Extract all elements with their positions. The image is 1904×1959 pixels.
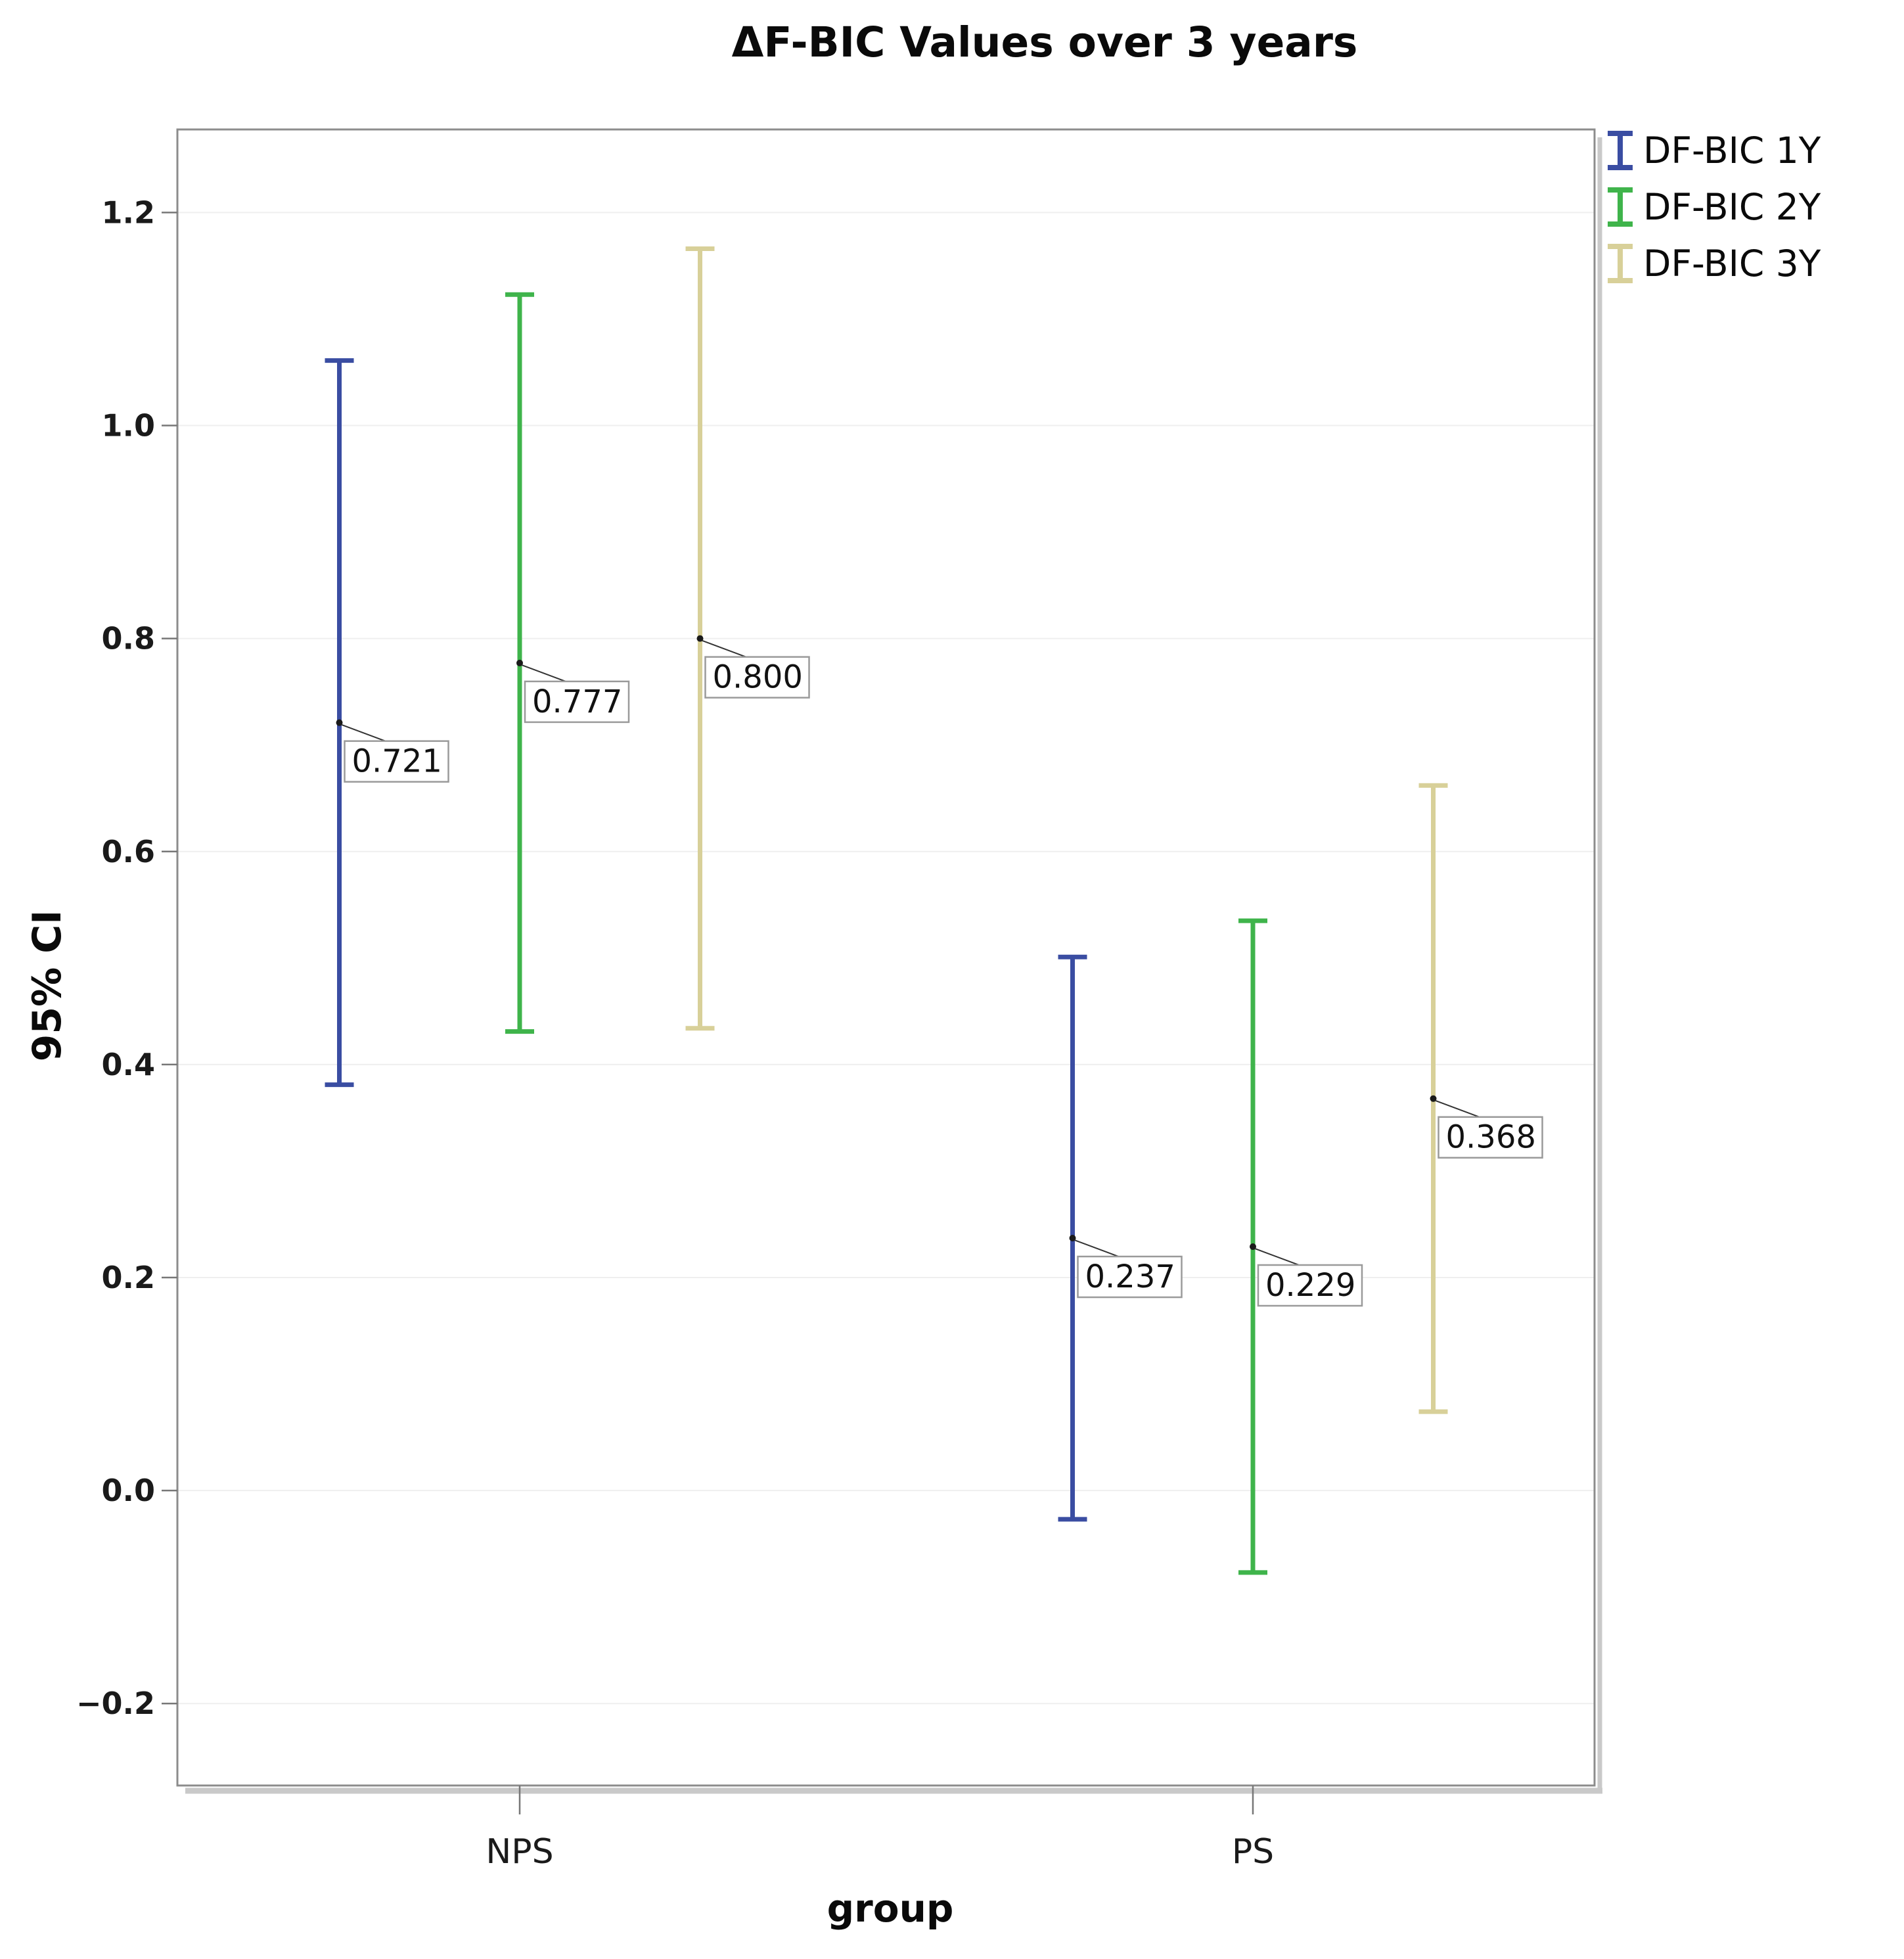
data-label-box <box>1438 1116 1543 1159</box>
legend-label: DF-BIC 3Y <box>1643 242 1821 285</box>
legend-label: DF-BIC 2Y <box>1643 185 1821 228</box>
y-tick-label: 0.2 <box>102 1260 156 1295</box>
mean-dot <box>696 635 704 642</box>
y-tick-label: 0.4 <box>102 1047 156 1082</box>
data-label-box <box>344 740 449 783</box>
mean-dot <box>1069 1235 1076 1242</box>
legend-item-2y: DF-BIC 2Y <box>1605 187 1821 227</box>
x-axis-title: group <box>827 1886 954 1931</box>
data-label-box <box>1077 1255 1183 1299</box>
x-tick-label: PS <box>1232 1832 1274 1872</box>
chart-title: ΔF-BIC Values over 3 years <box>731 18 1358 66</box>
mean-dot <box>516 659 523 666</box>
data-label-box <box>524 680 630 724</box>
label-leader <box>702 639 746 658</box>
errorbar-icon <box>1608 244 1633 283</box>
errorbar-icon <box>1608 131 1633 170</box>
y-tick-label: 1.0 <box>102 408 156 444</box>
label-leader <box>1254 1248 1300 1266</box>
legend-item-3y: DF-BIC 3Y <box>1605 243 1821 284</box>
errorbar-icon <box>1608 187 1633 227</box>
data-label: 0.368 <box>1446 1119 1536 1156</box>
label-leader <box>341 724 386 742</box>
y-tick-label: 0.0 <box>102 1473 156 1508</box>
y-tick-label: 0.8 <box>102 621 156 657</box>
data-label: 0.777 <box>532 683 622 720</box>
x-tick-label: NPS <box>486 1832 553 1872</box>
legend-item-1y: DF-BIC 1Y <box>1605 130 1821 171</box>
data-label: 0.237 <box>1085 1258 1175 1295</box>
legend-label: DF-BIC 1Y <box>1643 129 1821 172</box>
plot-frame <box>176 128 1596 1787</box>
y-tick-label: −0.2 <box>76 1686 155 1721</box>
mean-dot <box>336 719 343 726</box>
y-tick-label: 1.2 <box>102 195 156 230</box>
data-label-box <box>704 656 810 699</box>
mean-dot <box>1430 1095 1437 1102</box>
label-leader <box>521 664 566 682</box>
mean-dot <box>1250 1243 1256 1250</box>
label-leader <box>1074 1239 1119 1257</box>
data-label: 0.229 <box>1265 1267 1355 1304</box>
data-label: 0.800 <box>713 659 803 696</box>
label-leader <box>1435 1099 1480 1118</box>
data-label-box <box>1257 1264 1363 1307</box>
legend: DF-BIC 1Y DF-BIC 2Y DF-BIC 3Y <box>1605 130 1821 284</box>
y-tick-label: 0.6 <box>102 834 156 869</box>
data-label: 0.721 <box>352 743 442 780</box>
